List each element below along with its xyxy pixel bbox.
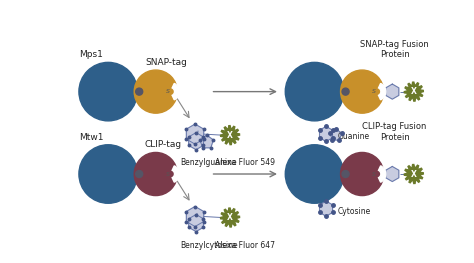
Polygon shape bbox=[404, 82, 423, 101]
Text: Alexa Fluor 549: Alexa Fluor 549 bbox=[215, 158, 275, 167]
Wedge shape bbox=[172, 83, 180, 100]
Text: Cytosine: Cytosine bbox=[338, 207, 371, 216]
Polygon shape bbox=[386, 84, 399, 99]
Polygon shape bbox=[186, 124, 204, 144]
Circle shape bbox=[136, 170, 143, 178]
Text: Mtw1: Mtw1 bbox=[79, 133, 103, 142]
Polygon shape bbox=[386, 166, 399, 181]
Polygon shape bbox=[404, 164, 423, 184]
Text: Mps1: Mps1 bbox=[79, 50, 103, 59]
Circle shape bbox=[136, 88, 143, 95]
Text: S: S bbox=[166, 171, 170, 176]
Text: S: S bbox=[372, 171, 376, 176]
Text: SNAP-tag: SNAP-tag bbox=[145, 58, 187, 67]
Circle shape bbox=[79, 145, 137, 203]
Polygon shape bbox=[319, 127, 333, 141]
Circle shape bbox=[342, 170, 349, 178]
Circle shape bbox=[285, 62, 344, 121]
Text: Guanine: Guanine bbox=[338, 133, 370, 141]
Circle shape bbox=[340, 70, 383, 113]
Circle shape bbox=[134, 70, 177, 113]
Circle shape bbox=[285, 145, 344, 203]
Polygon shape bbox=[200, 135, 213, 148]
Circle shape bbox=[342, 88, 349, 95]
Text: Benzylguanine: Benzylguanine bbox=[180, 158, 237, 167]
Circle shape bbox=[340, 153, 383, 196]
Wedge shape bbox=[172, 166, 180, 182]
Text: Alexa Fluor 647: Alexa Fluor 647 bbox=[215, 241, 275, 250]
Text: X: X bbox=[227, 131, 233, 140]
Polygon shape bbox=[189, 133, 203, 150]
Text: SNAP-tag Fusion
Protein: SNAP-tag Fusion Protein bbox=[360, 40, 429, 59]
Polygon shape bbox=[220, 126, 239, 145]
Circle shape bbox=[134, 153, 177, 196]
Wedge shape bbox=[379, 166, 386, 182]
Text: X: X bbox=[411, 170, 417, 179]
Wedge shape bbox=[379, 83, 386, 100]
Text: CLIP-tag: CLIP-tag bbox=[145, 140, 182, 149]
Text: S: S bbox=[372, 89, 376, 94]
Text: CLIP-tag Fusion
Protein: CLIP-tag Fusion Protein bbox=[363, 122, 427, 142]
Polygon shape bbox=[319, 201, 333, 216]
Polygon shape bbox=[330, 129, 342, 140]
Polygon shape bbox=[189, 215, 203, 231]
Text: S: S bbox=[166, 89, 170, 94]
Polygon shape bbox=[186, 206, 204, 226]
Text: X: X bbox=[411, 87, 417, 96]
Text: Benzylcytosine: Benzylcytosine bbox=[180, 241, 237, 250]
Circle shape bbox=[79, 62, 137, 121]
Text: X: X bbox=[227, 213, 233, 222]
Polygon shape bbox=[220, 208, 239, 227]
